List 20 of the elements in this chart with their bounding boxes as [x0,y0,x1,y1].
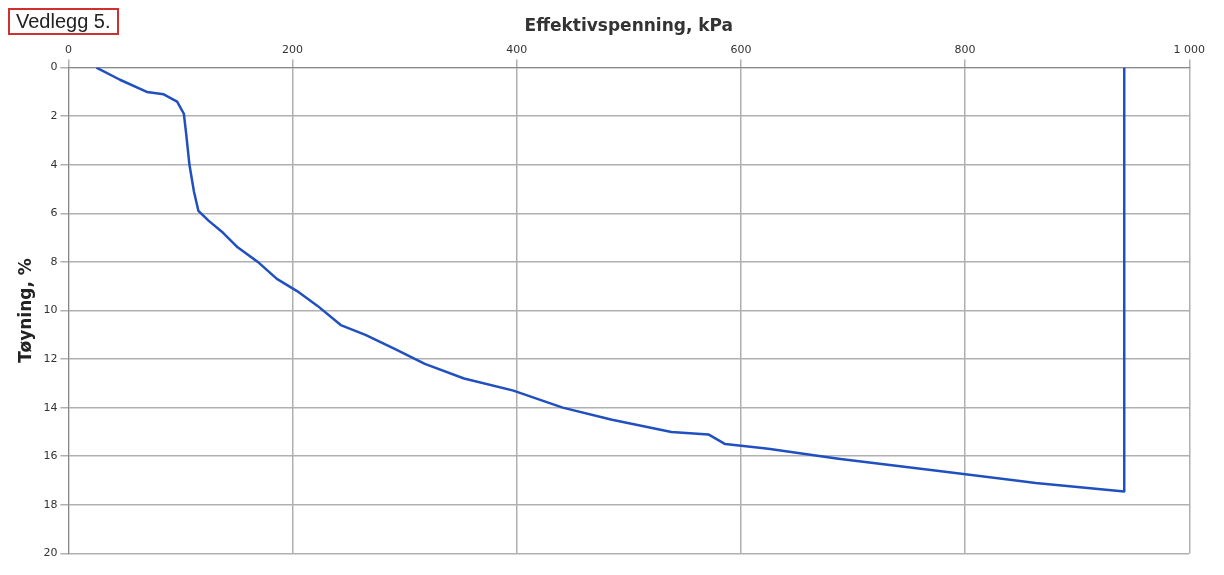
x-tick-label: 1 000 [1173,42,1205,56]
x-tick-label: 600 [730,42,752,56]
text: Vedlegg 5. [8,8,119,35]
y-tick-label: 12 [43,351,58,365]
y-tick-label: 4 [50,157,58,171]
x-axis-title: Effektivspenning, kPa [524,14,734,35]
y-tick-label: 6 [50,206,58,220]
y-axis-title: Tøyning, % [14,258,35,363]
y-tick-label: 20 [43,546,58,560]
y-tick-label: 0 [50,60,58,74]
x-tick-label: 0 [64,42,72,56]
x-tick-label: 800 [954,42,976,56]
x-tick-label: 200 [282,42,304,56]
y-tick-label: 18 [43,497,58,511]
y-tick-label: 10 [43,303,58,317]
y-tick-label: 14 [43,400,58,414]
y-tick-label: 2 [50,109,58,123]
y-tick-label: 16 [43,449,58,463]
x-tick-label: 400 [506,42,528,56]
y-tick-label: 8 [50,254,58,268]
